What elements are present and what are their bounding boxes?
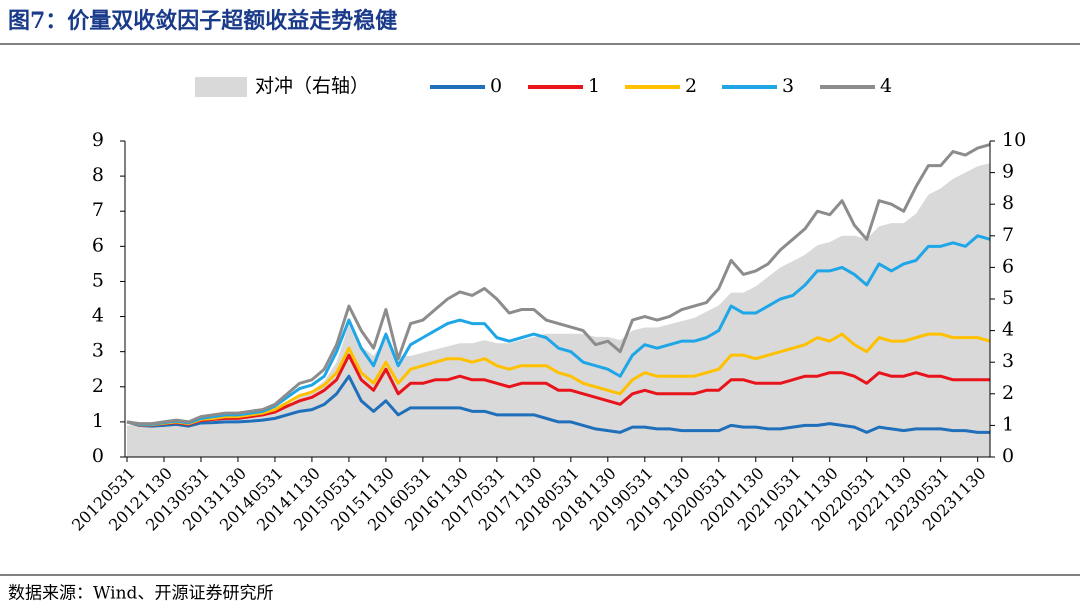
y2-tick-label: 1 <box>1002 413 1014 435</box>
y2-tick-label: 10 <box>1002 129 1026 151</box>
y2-tick-label: 0 <box>1002 445 1014 467</box>
legend-label: 0 <box>490 75 502 97</box>
series-line <box>126 234 991 426</box>
y-tick-label: 2 <box>92 375 104 397</box>
y2-tick-label: 4 <box>1002 319 1014 341</box>
source: 数据来源：Wind、开源证券研究所 <box>8 584 273 604</box>
series-line <box>126 143 991 426</box>
y2-tick-label: 6 <box>1002 255 1014 277</box>
series-line <box>126 374 990 434</box>
y-tick-label: 0 <box>92 445 104 467</box>
y2-tick-label: 8 <box>1002 192 1014 214</box>
legend-label: 4 <box>880 75 892 97</box>
y2-tick-label: 2 <box>1002 382 1014 404</box>
y-tick-label: 3 <box>92 340 104 362</box>
y-tick-label: 1 <box>92 410 104 432</box>
legend-label: 1 <box>588 75 600 97</box>
legend-swatch <box>195 77 247 97</box>
y2-tick-label: 3 <box>1002 350 1014 372</box>
y-tick-label: 4 <box>92 305 104 327</box>
legend-label: 2 <box>685 75 697 97</box>
y2-tick-label: 7 <box>1002 224 1014 246</box>
y-tick-label: 9 <box>92 129 104 151</box>
y-tick-label: 8 <box>92 164 104 186</box>
legend-label: 对冲（右轴） <box>255 75 369 97</box>
series-line <box>126 353 990 427</box>
y-tick-label: 5 <box>92 269 104 291</box>
y2-tick-label: 9 <box>1002 161 1014 183</box>
y-tick-label: 7 <box>92 199 104 221</box>
series-line <box>126 332 991 427</box>
legend-label: 3 <box>782 75 794 97</box>
y-tick-label: 6 <box>92 234 104 256</box>
chart-title: 图7：价量双收敛因子超额收益走势稳健 <box>8 8 397 34</box>
y2-tick-label: 5 <box>1002 287 1014 309</box>
